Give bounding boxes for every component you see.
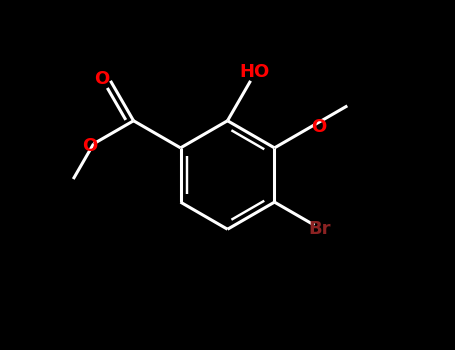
Text: O: O bbox=[94, 70, 109, 88]
Text: O: O bbox=[82, 136, 98, 155]
Text: O: O bbox=[311, 118, 326, 135]
Text: HO: HO bbox=[239, 63, 269, 81]
Text: Br: Br bbox=[308, 220, 331, 238]
